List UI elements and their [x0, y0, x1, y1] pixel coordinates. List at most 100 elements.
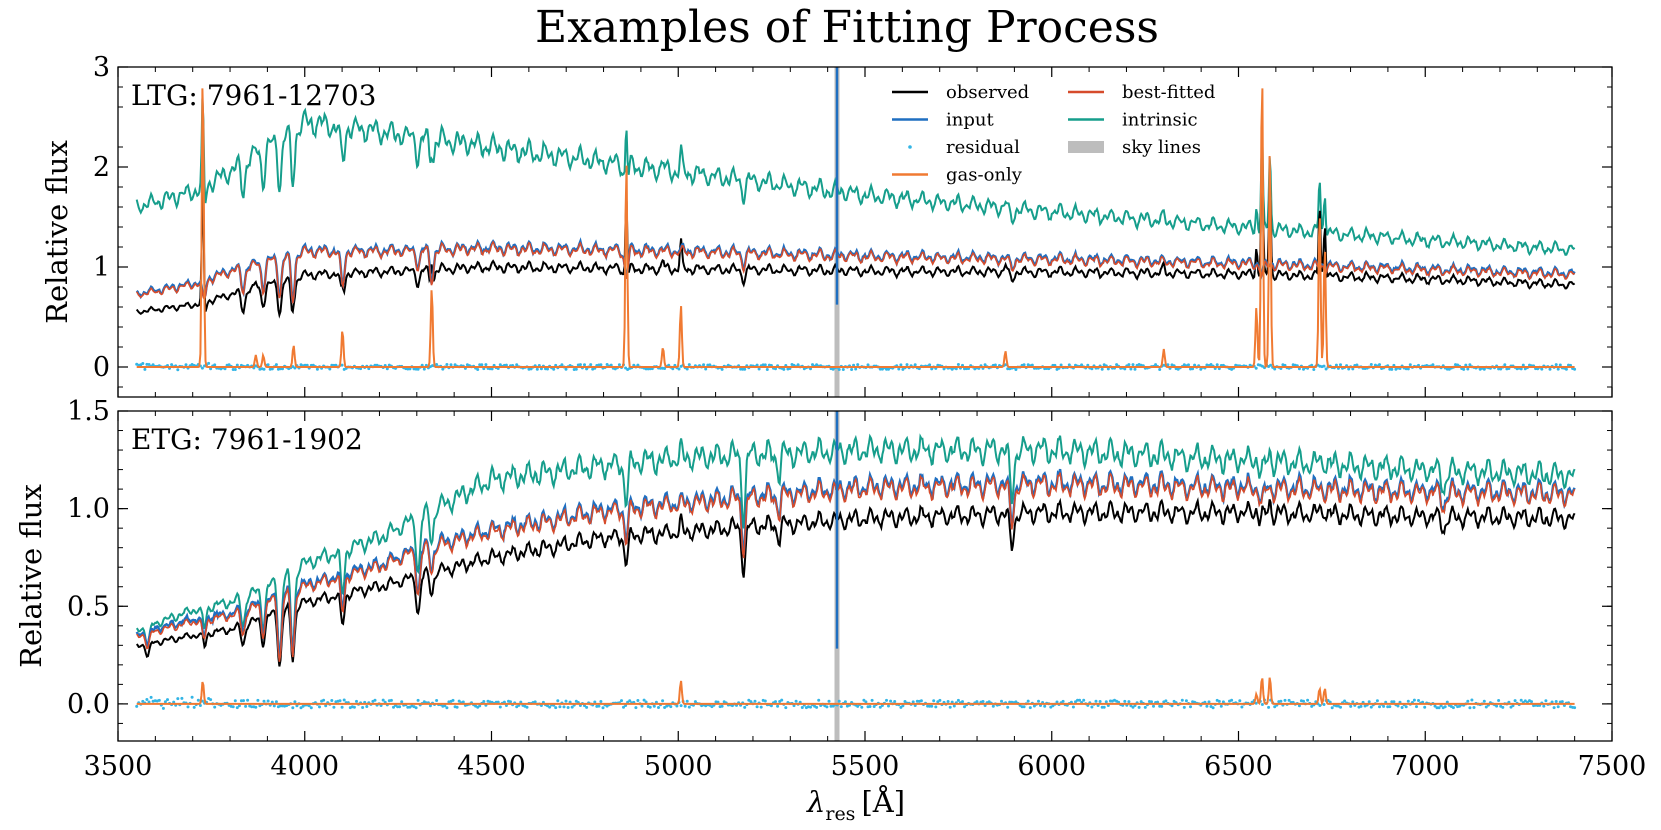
residual-point: [905, 363, 909, 367]
residual-point: [163, 700, 167, 704]
residual-point: [1322, 703, 1326, 706]
residual-point: [1343, 699, 1347, 703]
residual-point: [763, 699, 767, 703]
residual-point: [293, 366, 297, 370]
residual-point: [1037, 699, 1040, 703]
residual-point: [515, 363, 519, 367]
residual-point: [1127, 363, 1131, 367]
residual-point: [1283, 698, 1287, 702]
residual-point: [765, 368, 769, 371]
residual-point: [322, 698, 326, 702]
residual-point: [683, 704, 687, 708]
residual-point: [585, 705, 589, 709]
x-tick-label: 5000: [644, 751, 713, 782]
residual-point: [1273, 705, 1277, 709]
residual-point: [1351, 367, 1355, 371]
ltg-panel: 0 1 2 3 LTG: 7961-12703 Relative flux: [40, 52, 1613, 398]
residual-point: [266, 699, 270, 703]
residual-point: [1059, 363, 1063, 367]
residual-point: [1238, 699, 1242, 703]
residual-point: [952, 704, 956, 708]
x-axis-label: λres [Å]: [806, 784, 905, 825]
residual-point: [720, 367, 724, 371]
residual-point: [1080, 363, 1084, 367]
residual-point: [529, 367, 533, 371]
residual-point: [1564, 367, 1568, 371]
residual-point: [1156, 700, 1160, 704]
y-tick-label: 2: [93, 152, 110, 183]
x-tick-label: 6500: [1204, 751, 1273, 782]
residual-point: [1484, 705, 1488, 709]
residual-point: [634, 706, 638, 710]
residual-point: [657, 706, 660, 709]
residual-point: [570, 705, 574, 709]
residual-point: [324, 704, 328, 708]
residual-legend-swatch: [908, 145, 912, 149]
residual-point: [385, 367, 389, 371]
ltg-plot-area: [135, 67, 1577, 397]
residual-point: [693, 700, 697, 704]
residual-point: [870, 698, 874, 702]
residual-point: [1131, 705, 1135, 709]
residual-point: [1217, 699, 1221, 703]
residual-point: [776, 704, 780, 708]
residual-point: [1423, 705, 1427, 709]
residual-point: [244, 704, 248, 708]
residual-point: [897, 367, 901, 371]
residual-point: [1495, 704, 1499, 708]
residual-point: [554, 706, 558, 710]
residual-point: [451, 698, 455, 702]
residual-point: [480, 363, 484, 367]
residual-point: [1334, 363, 1338, 367]
gas-legend-label: gas-only: [946, 165, 1023, 186]
residual-point: [254, 705, 258, 709]
residual-point: [1123, 367, 1127, 371]
residual-point: [293, 700, 297, 704]
residual-point: [574, 367, 578, 371]
residual-point: [1435, 706, 1439, 710]
residual-point: [866, 363, 870, 367]
residual-point: [504, 363, 508, 367]
residual-point: [1260, 703, 1264, 706]
residual-point: [334, 363, 338, 367]
residual-point: [837, 368, 841, 371]
residual-point: [601, 706, 605, 710]
residual-point: [1090, 705, 1094, 709]
residual-point: [991, 704, 995, 708]
residual-legend-label: residual: [946, 137, 1020, 158]
residual-point: [839, 705, 843, 709]
residual-point: [599, 700, 603, 703]
residual-point: [1221, 700, 1225, 704]
residual-point: [769, 704, 773, 708]
residual-point: [667, 363, 671, 367]
residual-point: [166, 698, 169, 702]
etg-panel: 0.0 0.5 1.0 1.5 3500 4000 4500 5000 5500 6000 6500…: [14, 396, 1646, 782]
residual-point: [1347, 367, 1351, 371]
residual-point: [1123, 699, 1127, 703]
intrinsic-series: [135, 98, 1576, 257]
residual-point: [1205, 704, 1209, 708]
residual-point: [1392, 700, 1396, 704]
residual-point: [250, 705, 254, 709]
residual-point: [398, 705, 402, 709]
input-series: [135, 468, 1576, 659]
residual-point: [1158, 368, 1162, 371]
observed-series: [135, 497, 1576, 667]
residual-point: [1406, 699, 1410, 703]
residual-point: [1322, 364, 1326, 368]
residual-point: [147, 700, 151, 704]
x-tick-label: 7500: [1578, 751, 1647, 782]
residual-point: [1269, 363, 1273, 367]
x-axis-label-subscript: res: [825, 803, 855, 825]
x-tick-label: 4500: [457, 751, 526, 782]
residual-point: [1404, 705, 1408, 709]
residual-point: [1554, 700, 1558, 703]
y-tick-label: 0: [93, 352, 110, 383]
residual-point: [583, 363, 586, 367]
residual-point: [1219, 704, 1223, 708]
intrinsic-legend-label: intrinsic: [1122, 110, 1198, 131]
residual-point: [305, 363, 309, 367]
residual-point: [648, 705, 652, 709]
residual-point: [170, 363, 174, 367]
residual-point: [975, 700, 979, 704]
